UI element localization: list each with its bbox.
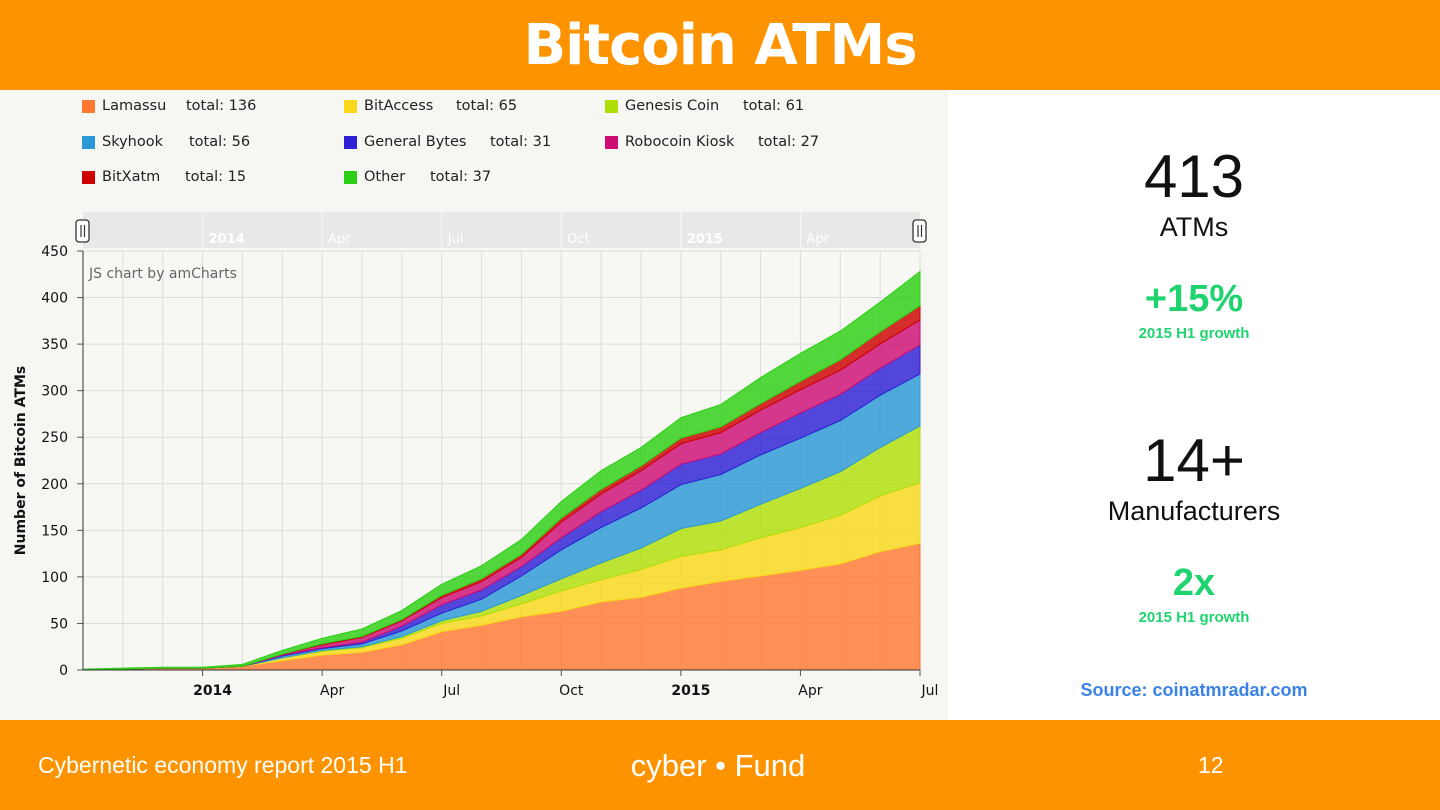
legend-item[interactable]: BitXatm total: 15: [82, 167, 332, 187]
chart-watermark: JS chart by amCharts: [88, 266, 237, 282]
slide-header: Bitcoin ATMs: [0, 0, 1440, 90]
legend-item[interactable]: General Bytes total: 31: [344, 132, 594, 152]
manufacturer-growth: 2x: [1172, 562, 1216, 604]
legend-label: Skyhook: [102, 134, 163, 150]
scrollbar-label: Apr: [328, 232, 351, 247]
legend-label: Robocoin Kiosk: [625, 134, 735, 150]
legend-label: Other: [364, 169, 406, 185]
legend-swatch: [605, 135, 618, 149]
legend-label: Genesis Coin: [625, 98, 720, 114]
y-tick-label: 200: [41, 477, 68, 493]
y-tick-label: 0: [59, 663, 68, 679]
legend-item[interactable]: Skyhook total: 56: [82, 132, 332, 152]
y-axis-label: Number of Bitcoin ATMs: [13, 366, 29, 555]
scrollbar-label: 2014: [209, 232, 245, 247]
slide-footer: Cybernetic economy report 2015 H1 cyber …: [0, 720, 1440, 810]
report-name: Cybernetic economy report 2015 H1: [38, 752, 408, 778]
source-link[interactable]: Source: coinatmradar.com: [1080, 680, 1308, 700]
legend-swatch: [344, 170, 357, 184]
x-tick-label: Oct: [559, 683, 584, 699]
x-tick-label: Jul: [442, 683, 460, 699]
handle-body: [75, 219, 90, 243]
atm-count-label: ATMs: [1159, 212, 1229, 242]
scrollbar-left-handle[interactable]: [75, 219, 90, 243]
manufacturer-count-label: Manufacturers: [1107, 496, 1281, 526]
legend-total: total: 31: [490, 134, 552, 150]
legend-swatch: [82, 99, 95, 113]
legend-item[interactable]: Robocoin Kiosk total: 27: [605, 132, 855, 152]
manufacturer-count: 14+: [1143, 427, 1245, 494]
legend-item[interactable]: Genesis Coin total: 61: [605, 96, 855, 116]
chart-scrollbar: 2014 Apr Jul Oct 2015 Apr: [75, 212, 927, 248]
x-tick-label: Jul: [921, 683, 939, 699]
area-series-other: [82, 270, 921, 671]
y-tick-label: 250: [41, 430, 68, 446]
scrollbar-label: 2015: [687, 232, 723, 247]
handle-body: [912, 219, 927, 243]
legend-total: total: 27: [758, 134, 820, 150]
legend-swatch: [82, 135, 95, 149]
legend-swatch: [344, 99, 357, 113]
legend-item[interactable]: Other total: 37: [344, 167, 594, 187]
legend-label: General Bytes: [364, 134, 467, 150]
scrollbar-label: Oct: [567, 232, 589, 247]
chart-panel: Lamassu total: 136 BitAccess total: 65 Genes…: [0, 90, 948, 720]
legend-label: BitXatm: [102, 169, 161, 185]
legend-label: Lamassu: [102, 98, 167, 114]
manufacturer-growth-label: 2015 H1 growth: [1138, 609, 1250, 626]
legend-total: total: 37: [430, 169, 492, 185]
x-tick-label: 2014: [193, 683, 232, 699]
y-tick-label: 50: [50, 616, 68, 632]
scrollbar-label: Apr: [806, 232, 829, 247]
x-tick-label: Apr: [798, 683, 822, 699]
legend-swatch: [344, 135, 357, 149]
stats-panel: 413 ATMs +15% 2015 H1 growth 14+ Manufac…: [948, 90, 1440, 720]
legend-total: total: 61: [743, 98, 805, 114]
scrollbar-right-handle[interactable]: [912, 219, 927, 243]
y-tick-label: 100: [41, 570, 68, 586]
atm-growth: +15%: [1144, 278, 1244, 320]
legend-total: total: 56: [189, 134, 251, 150]
y-tick-label: 300: [41, 384, 68, 400]
slide-title: Bitcoin ATMs: [523, 12, 917, 78]
y-tick-label: 150: [41, 523, 68, 539]
legend-total: total: 15: [185, 169, 247, 185]
scrollbar-track: [83, 212, 920, 248]
legend-item[interactable]: BitAccess total: 65: [344, 96, 594, 116]
legend-total: total: 65: [456, 98, 518, 114]
brand-name: cyber • Fund: [630, 748, 806, 783]
legend-label: BitAccess: [364, 98, 434, 114]
atm-growth-label: 2015 H1 growth: [1138, 325, 1250, 342]
page-number: 12: [1198, 752, 1224, 778]
x-tick-label: Apr: [320, 683, 344, 699]
y-tick-label: 350: [41, 337, 68, 353]
y-tick-label: 400: [41, 291, 68, 307]
scrollbar-label: Jul: [447, 232, 464, 247]
legend-total: total: 136: [186, 98, 257, 114]
area-chart: 2014 Apr Jul Oct 2015 Apr 0 50 100 150 200 250 300 35…: [13, 212, 939, 699]
legend-item[interactable]: Lamassu total: 136: [82, 96, 332, 116]
legend-swatch: [605, 99, 618, 113]
x-tick-label: 2015: [671, 683, 710, 699]
y-tick-label: 450: [41, 244, 68, 260]
legend-swatch: [82, 170, 95, 184]
atm-count: 413: [1143, 143, 1245, 210]
